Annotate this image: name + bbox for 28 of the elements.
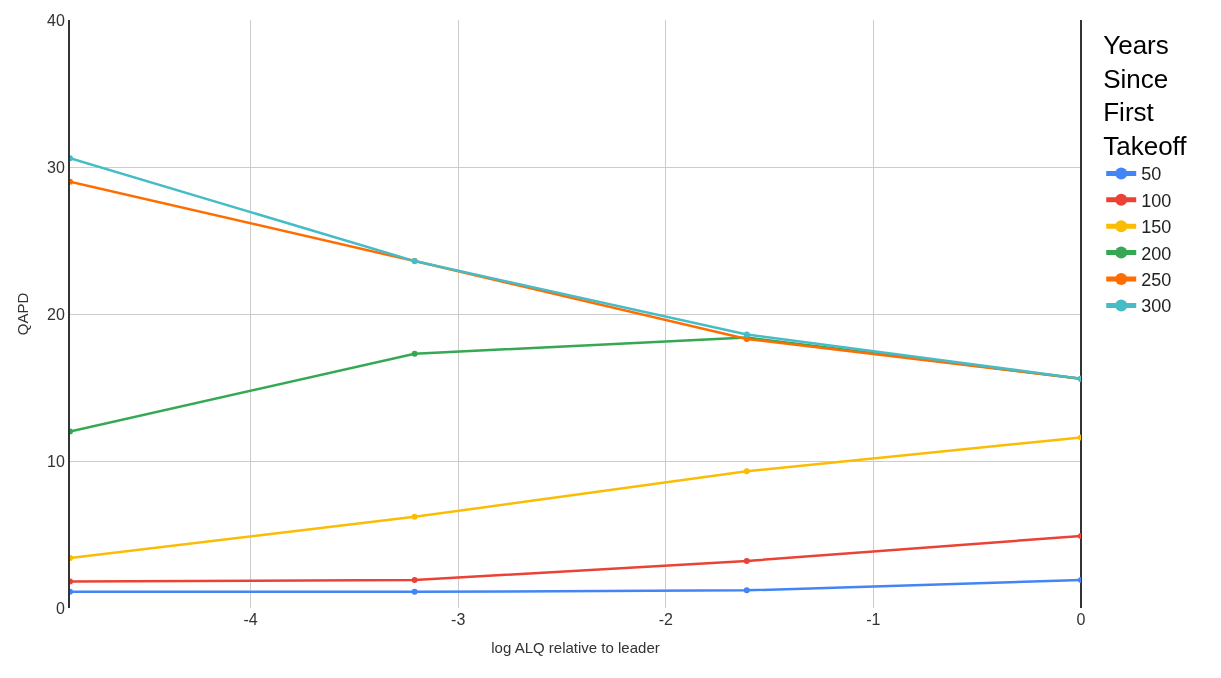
x-tick-label: -2 (658, 611, 674, 628)
legend-label: 200 (1141, 243, 1172, 264)
point (411, 577, 418, 584)
y-tick-label: 20 (47, 305, 65, 323)
point (743, 587, 750, 594)
point (411, 513, 418, 520)
y-axis-title: QAPD (13, 292, 31, 336)
y-tick-label: 10 (47, 452, 65, 470)
x-tick-label: 0 (1076, 611, 1086, 628)
legend-label: 100 (1141, 190, 1172, 211)
legend-label: 150 (1141, 217, 1172, 238)
line-series (70, 434, 1081, 562)
x-tick-label: -1 (866, 611, 881, 628)
point (411, 588, 418, 595)
y-tick-label: 40 (47, 11, 65, 29)
legend-label: 50 (1141, 164, 1162, 185)
point (743, 557, 750, 564)
line-series (70, 532, 1081, 585)
x-tick-label: -4 (243, 611, 258, 628)
x-axis-title: log ALQ relative to leader (491, 639, 660, 656)
y-tick-label: 0 (55, 599, 65, 617)
y-tick-label: 30 (47, 158, 65, 176)
legend-title: Years Since First Takeoff (1103, 29, 1188, 162)
x-tick-label: -3 (451, 611, 466, 628)
legend-label: 300 (1141, 296, 1172, 317)
legend-label: 250 (1141, 270, 1172, 291)
point (411, 350, 418, 357)
point (743, 468, 750, 475)
